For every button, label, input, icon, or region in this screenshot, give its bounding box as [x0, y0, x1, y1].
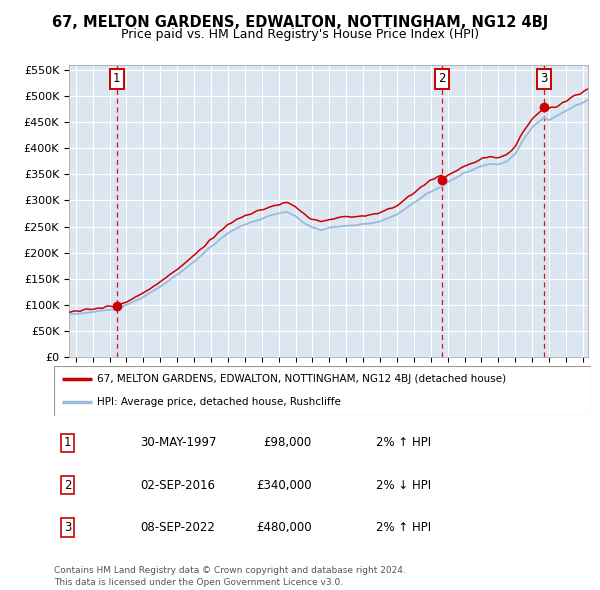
Text: 1: 1 [64, 437, 71, 450]
Text: 2% ↑ HPI: 2% ↑ HPI [376, 521, 431, 534]
Text: 30-MAY-1997: 30-MAY-1997 [140, 437, 217, 450]
Text: Contains HM Land Registry data © Crown copyright and database right 2024.
This d: Contains HM Land Registry data © Crown c… [54, 566, 406, 587]
Text: £340,000: £340,000 [256, 478, 312, 492]
Text: 02-SEP-2016: 02-SEP-2016 [140, 478, 215, 492]
Text: 67, MELTON GARDENS, EDWALTON, NOTTINGHAM, NG12 4BJ: 67, MELTON GARDENS, EDWALTON, NOTTINGHAM… [52, 15, 548, 30]
Text: £98,000: £98,000 [263, 437, 312, 450]
Text: HPI: Average price, detached house, Rushcliffe: HPI: Average price, detached house, Rush… [97, 398, 341, 408]
Text: 1: 1 [113, 72, 121, 85]
Text: 08-SEP-2022: 08-SEP-2022 [140, 521, 215, 534]
Text: 3: 3 [64, 521, 71, 534]
Text: £480,000: £480,000 [256, 521, 312, 534]
Text: 67, MELTON GARDENS, EDWALTON, NOTTINGHAM, NG12 4BJ (detached house): 67, MELTON GARDENS, EDWALTON, NOTTINGHAM… [97, 374, 506, 384]
Text: 2: 2 [64, 478, 71, 492]
Text: 2% ↓ HPI: 2% ↓ HPI [376, 478, 431, 492]
Text: Price paid vs. HM Land Registry's House Price Index (HPI): Price paid vs. HM Land Registry's House … [121, 28, 479, 41]
Text: 2: 2 [439, 72, 446, 85]
Text: 3: 3 [540, 72, 548, 85]
Text: 2% ↑ HPI: 2% ↑ HPI [376, 437, 431, 450]
